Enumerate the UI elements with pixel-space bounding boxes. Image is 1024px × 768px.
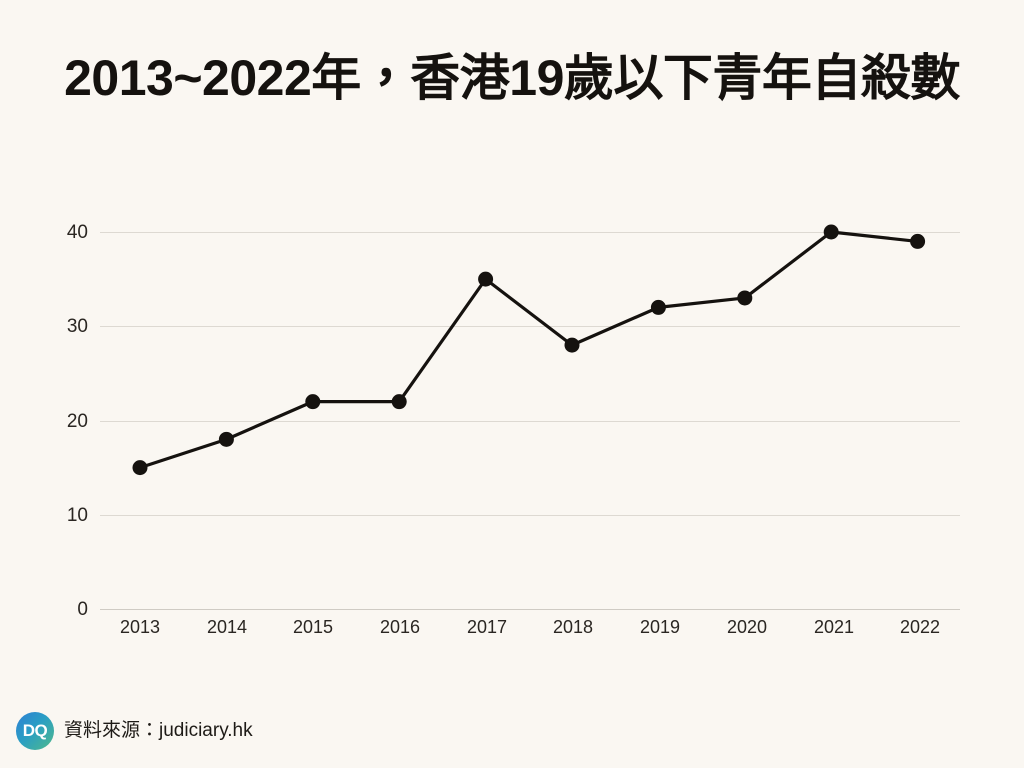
y-tick-label-0: 0 bbox=[77, 599, 88, 620]
x-tick-label-2020: 2020 bbox=[726, 617, 768, 637]
y-tick-label-20: 20 bbox=[66, 411, 88, 432]
x-tick-label-2017: 2017 bbox=[466, 617, 508, 637]
data-point-2022 bbox=[910, 233, 926, 249]
gridline-0 bbox=[100, 609, 960, 610]
gridline-40 bbox=[100, 232, 960, 233]
y-tick-label-10: 10 bbox=[66, 505, 88, 526]
x-tick-label-2015: 2015 bbox=[292, 617, 334, 637]
gridline-30 bbox=[100, 326, 960, 327]
y-tick-label-30: 30 bbox=[66, 316, 88, 337]
data-point-2016 bbox=[391, 394, 407, 410]
gridline-10 bbox=[100, 515, 960, 516]
x-tick-label-2016: 2016 bbox=[379, 617, 421, 637]
source-label: 資料來源：judiciary.hk bbox=[64, 720, 253, 741]
footer: DQ 資料來源：judiciary.hk bbox=[16, 712, 253, 750]
data-point-2018 bbox=[564, 337, 580, 353]
data-point-2019 bbox=[650, 299, 666, 315]
data-point-2017 bbox=[478, 271, 494, 287]
x-tick-label-2019: 2019 bbox=[639, 617, 681, 637]
gridline-20 bbox=[100, 421, 960, 422]
data-point-2020 bbox=[737, 290, 753, 306]
series-polyline bbox=[138, 230, 920, 470]
x-tick-label-2022: 2022 bbox=[899, 617, 941, 637]
dq-logo-icon: DQ bbox=[16, 712, 54, 750]
page-title: 2013~2022年，香港19歲以下青年自殺數 bbox=[64, 50, 960, 106]
x-tick-label-2013: 2013 bbox=[119, 617, 161, 637]
x-tick-label-2014: 2014 bbox=[206, 617, 248, 637]
x-tick-label-2021: 2021 bbox=[813, 617, 855, 637]
data-point-2015 bbox=[305, 394, 321, 410]
data-point-2013 bbox=[132, 460, 148, 476]
x-tick-label-2018: 2018 bbox=[552, 617, 594, 637]
data-point-2014 bbox=[218, 431, 234, 447]
y-tick-label-40: 40 bbox=[66, 222, 88, 243]
